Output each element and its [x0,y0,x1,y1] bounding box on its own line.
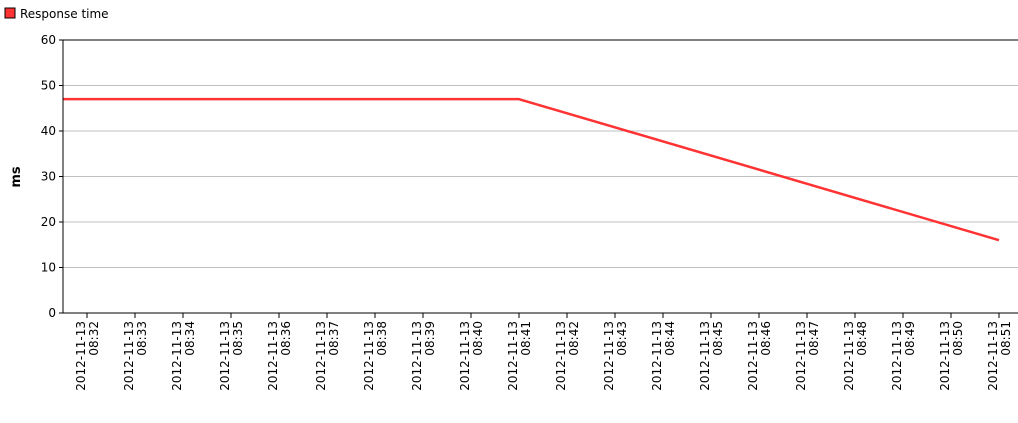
series-layer [63,97,1000,242]
x-tick-label: 2012-11-13 08:38 [362,321,389,391]
x-tick-label-date: 2012-11-13 [794,321,808,391]
x-tick-label: 2012-11-13 08:47 [794,321,821,391]
x-tick-label-date: 2012-11-13 [506,321,520,391]
x-tick-label-time: 08:48 [855,321,869,356]
x-tick-label-date: 2012-11-13 [122,321,136,391]
x-tick-label-time: 08:45 [711,321,725,356]
legend-swatch-response-time [4,7,16,19]
x-tick-label-time: 08:39 [423,321,437,356]
x-tick-label-date: 2012-11-13 [890,321,904,391]
x-tick-label: 2012-11-13 08:39 [410,321,437,391]
y-tick-label: 50 [41,79,56,93]
x-tick-label-time: 08:51 [999,321,1013,356]
x-axis-ticks: 2012-11-13 08:32 2012-11-13 08:33 2012-11-13… [74,313,1013,391]
axes [62,39,1018,314]
x-tick-label-date: 2012-11-13 [986,321,1000,391]
x-tick-label-date: 2012-11-13 [938,321,952,391]
y-tick-label: 60 [41,33,56,47]
y-tick-label: 10 [41,261,56,275]
x-tick-label-time: 08:43 [615,321,629,356]
x-tick-label: 2012-11-13 08:43 [602,321,629,391]
x-tick-label: 2012-11-13 08:46 [746,321,773,391]
x-tick-label-time: 08:37 [327,321,341,356]
y-tick-label: 0 [48,306,56,320]
x-tick-label-date: 2012-11-13 [362,321,376,391]
x-tick-label-time: 08:38 [375,321,389,356]
x-tick-label: 2012-11-13 08:48 [842,321,869,391]
x-tick-label-date: 2012-11-13 [842,321,856,391]
x-tick-label: 2012-11-13 08:51 [986,321,1013,391]
x-tick-label-date: 2012-11-13 [698,321,712,391]
x-tick-label: 2012-11-13 08:44 [650,321,677,391]
y-tick-label: 30 [41,170,56,184]
legend-label-response-time: Response time [20,7,109,21]
x-tick-label-date: 2012-11-13 [74,321,88,391]
x-tick-label-date: 2012-11-13 [218,321,232,391]
x-tick-label-time: 08:41 [519,321,533,356]
legend: Response time [4,7,109,21]
x-tick-label-date: 2012-11-13 [458,321,472,391]
x-tick-label: 2012-11-13 08:32 [74,321,101,391]
x-tick-label-time: 08:47 [807,321,821,356]
y-tick-label: 20 [41,215,56,229]
x-tick-label: 2012-11-13 08:49 [890,321,917,391]
x-tick-label: 2012-11-13 08:41 [506,321,533,391]
series-line-response-time [63,97,1000,242]
x-tick-label: 2012-11-13 08:35 [218,321,245,391]
y-tick-label: 40 [41,124,56,138]
x-tick-label-date: 2012-11-13 [314,321,328,391]
x-tick-label-date: 2012-11-13 [554,321,568,391]
y-axis-ticks: 0 10 20 30 40 50 60 [41,33,63,320]
x-tick-label-time: 08:42 [567,321,581,356]
x-tick-label-date: 2012-11-13 [746,321,760,391]
x-tick-label: 2012-11-13 08:37 [314,321,341,391]
gridlines [63,85,1018,268]
x-tick-label: 2012-11-13 08:45 [698,321,725,391]
x-tick-label-time: 08:49 [903,321,917,356]
x-tick-label-date: 2012-11-13 [170,321,184,391]
x-tick-label: 2012-11-13 08:40 [458,321,485,391]
x-tick-label: 2012-11-13 08:36 [266,321,293,391]
x-tick-label-date: 2012-11-13 [650,321,664,391]
x-tick-label-date: 2012-11-13 [266,321,280,391]
x-tick-label-time: 08:46 [759,321,773,356]
x-tick-label-time: 08:34 [183,321,197,356]
x-tick-label-date: 2012-11-13 [602,321,616,391]
x-tick-label: 2012-11-13 08:50 [938,321,965,391]
x-tick-label-time: 08:44 [663,321,677,356]
x-tick-label-time: 08:33 [135,321,149,356]
x-tick-label: 2012-11-13 08:34 [170,321,197,391]
y-axis-label: ms [9,166,24,188]
x-tick-label-time: 08:36 [279,321,293,356]
x-tick-label: 2012-11-13 08:33 [122,321,149,391]
x-tick-label-time: 08:35 [231,321,245,356]
x-tick-label-time: 08:40 [471,321,485,356]
x-tick-label-time: 08:32 [87,321,101,356]
x-tick-label-time: 08:50 [951,321,965,356]
x-tick-label-date: 2012-11-13 [410,321,424,391]
x-tick-label: 2012-11-13 08:42 [554,321,581,391]
